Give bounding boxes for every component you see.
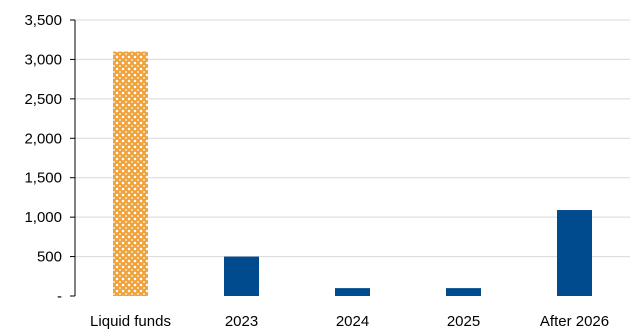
x-category-label: 2024 — [336, 313, 369, 329]
bar-after-2026 — [557, 210, 592, 296]
bars — [113, 51, 592, 296]
x-category-label: After 2026 — [540, 313, 609, 329]
x-category-label: Liquid funds — [90, 313, 171, 329]
bar-2024 — [335, 288, 370, 296]
y-tick-label: 1,000 — [24, 209, 62, 226]
y-tick-label: 2,000 — [24, 130, 62, 147]
bar-2023 — [224, 256, 259, 296]
y-axis-ticks: - 500 1,000 1,500 2,000 2,500 3,000 3,500 — [24, 12, 75, 305]
y-tick-label: - — [57, 288, 62, 305]
bar-liquid-funds — [113, 51, 148, 296]
y-tick-label: 2,500 — [24, 91, 62, 108]
y-tick-label: 1,500 — [24, 170, 62, 187]
gridlines — [75, 19, 630, 258]
x-category-label: 2025 — [447, 313, 480, 329]
y-tick-label: 3,500 — [24, 12, 62, 29]
y-tick-label: 500 — [37, 249, 62, 266]
x-category-label: 2023 — [225, 313, 258, 329]
x-axis-labels: Liquid funds 2023 2024 2025 After 2026 — [90, 313, 609, 329]
bar-2025 — [446, 288, 481, 296]
y-tick-label: 3,000 — [24, 51, 62, 68]
